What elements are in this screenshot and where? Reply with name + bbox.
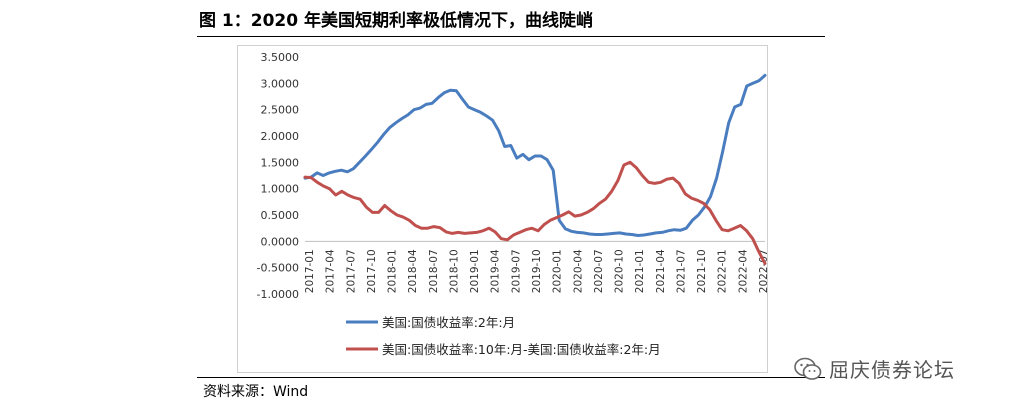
- title-rule: [197, 36, 825, 37]
- y-tick-label: 2.0000: [261, 130, 300, 143]
- y-tick-label: 2.5000: [261, 104, 300, 117]
- x-tick-label: 2019-10: [531, 249, 543, 293]
- y-tick-label: 0.0000: [261, 235, 300, 248]
- x-tick-label: 2018-07: [428, 249, 440, 293]
- y-tick-label: 0.5000: [261, 209, 300, 222]
- x-tick-label: 2020-10: [614, 249, 626, 293]
- figure-title: 图 1：2020 年美国短期利率极低情况下，曲线陡峭: [199, 11, 593, 31]
- y-tick-label: 1.0000: [261, 183, 300, 196]
- series-line-2: [303, 160, 767, 265]
- chart-frame: [237, 45, 768, 373]
- legend-label-1: 美国:国债收益率:2年:月: [382, 315, 515, 330]
- source-note: 资料来源：Wind: [203, 384, 309, 400]
- x-tick-label: 2019-04: [490, 249, 502, 293]
- x-tick-label: 2022-07: [758, 249, 770, 293]
- y-tick-label: -0.5000: [257, 262, 299, 275]
- y-tick-label: -1.0000: [257, 288, 299, 301]
- x-tick-label: 2021-10: [696, 249, 708, 293]
- legend-label-2: 美国:国债收益率:10年:月-美国:国债收益率:2年:月: [382, 342, 661, 357]
- x-tick-label: 2021-04: [655, 249, 667, 293]
- x-tick-label: 2017-04: [325, 249, 337, 293]
- x-tick-label: 2021-01: [634, 249, 646, 293]
- x-tick-label: 2019-07: [510, 249, 522, 293]
- watermark: 屈庆债券论坛: [793, 354, 955, 383]
- y-tick-label: 3.5000: [261, 51, 300, 64]
- y-tick-label: 3.0000: [261, 77, 300, 90]
- x-tick-label: 2018-10: [448, 249, 460, 293]
- x-tick-label: 2017-01: [304, 249, 316, 293]
- x-tick-label: 2020-04: [572, 249, 584, 293]
- watermark-text: 屈庆债券论坛: [829, 358, 955, 382]
- x-tick-label: 2017-10: [366, 249, 378, 293]
- x-tick-label: 2019-01: [469, 249, 481, 293]
- wechat-icon: [794, 357, 822, 380]
- x-tick-label: 2018-04: [407, 249, 419, 293]
- y-tick-label: 1.5000: [261, 156, 300, 169]
- source-rule: [197, 377, 825, 378]
- x-tick-label: 2022-04: [737, 249, 749, 293]
- x-tick-label: 2018-01: [387, 249, 399, 293]
- x-tick-label: 2020-07: [593, 249, 605, 293]
- x-tick-label: 2022-01: [717, 249, 729, 293]
- x-tick-label: 2017-07: [345, 249, 357, 293]
- x-tick-label: 2020-01: [552, 249, 564, 293]
- series-line-1: [303, 73, 767, 237]
- x-tick-label: 2021-07: [675, 249, 687, 293]
